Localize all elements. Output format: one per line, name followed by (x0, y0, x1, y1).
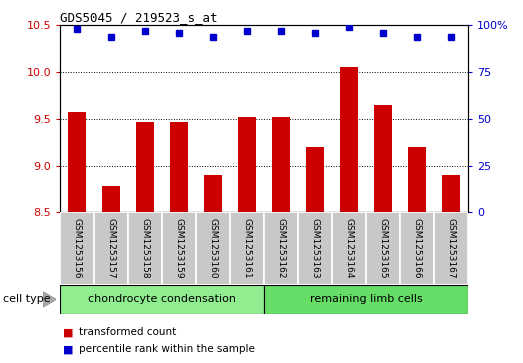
Bar (128, 212, 162, 285)
Bar (60, 212, 94, 285)
Polygon shape (43, 292, 56, 307)
Bar (400, 212, 434, 285)
Bar (170, 122, 188, 212)
Bar (332, 212, 366, 285)
Bar (264, 285, 468, 314)
Bar (264, 212, 298, 285)
Bar (204, 175, 222, 212)
Bar (196, 212, 230, 285)
Text: GDS5045 / 219523_s_at: GDS5045 / 219523_s_at (60, 11, 218, 24)
Bar (238, 117, 256, 212)
Bar (230, 212, 264, 285)
Text: GSM1253158: GSM1253158 (141, 218, 150, 279)
Text: GSM1253161: GSM1253161 (243, 218, 252, 279)
Text: GSM1253156: GSM1253156 (73, 218, 82, 279)
Text: GSM1253163: GSM1253163 (311, 218, 320, 279)
Bar (60, 285, 264, 314)
Bar (340, 68, 358, 212)
Bar (94, 212, 128, 285)
Bar (162, 212, 196, 285)
Text: GSM1253162: GSM1253162 (277, 218, 286, 279)
Bar (442, 175, 460, 212)
Bar (408, 147, 426, 212)
Text: ■: ■ (63, 327, 73, 337)
Bar (298, 212, 332, 285)
Bar (272, 117, 290, 212)
Text: transformed count: transformed count (79, 327, 177, 337)
Text: remaining limb cells: remaining limb cells (310, 294, 423, 305)
Bar (434, 212, 468, 285)
Text: GSM1253167: GSM1253167 (447, 218, 456, 279)
Text: ■: ■ (63, 344, 73, 354)
Text: GSM1253166: GSM1253166 (413, 218, 422, 279)
Bar (102, 186, 120, 212)
Text: GSM1253165: GSM1253165 (379, 218, 388, 279)
Text: GSM1253157: GSM1253157 (107, 218, 116, 279)
Bar (306, 147, 324, 212)
Text: chondrocyte condensation: chondrocyte condensation (88, 294, 236, 305)
Text: percentile rank within the sample: percentile rank within the sample (79, 344, 255, 354)
Bar (366, 212, 400, 285)
Bar (374, 105, 392, 212)
Text: GSM1253164: GSM1253164 (345, 218, 354, 279)
Bar (136, 122, 154, 212)
Bar (68, 112, 86, 212)
Text: cell type: cell type (3, 294, 50, 305)
Text: GSM1253160: GSM1253160 (209, 218, 218, 279)
Text: GSM1253159: GSM1253159 (175, 218, 184, 279)
